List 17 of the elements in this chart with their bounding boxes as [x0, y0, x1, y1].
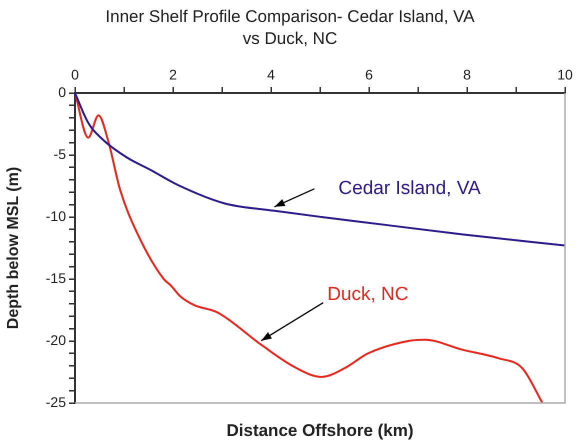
y-tick-label: -5 [54, 146, 66, 162]
x-tick-label: 8 [463, 66, 472, 82]
x-tick-label: 2 [169, 66, 178, 82]
x-tick-label: 10 [557, 66, 573, 82]
chart-title: Inner Shelf Profile Comparison- Cedar Island, VA vs Duck, NC [104, 6, 476, 50]
y-tick-label: 0 [58, 84, 66, 100]
x-tick-label: 4 [267, 66, 276, 82]
y-tick-label: -10 [46, 208, 66, 224]
x-tick-label: 6 [365, 66, 374, 82]
y-axis-title: Depth below MSL (m) [5, 166, 22, 330]
series-label: Cedar Island, VA [338, 178, 481, 200]
series-label: Duck, NC [327, 284, 408, 305]
x-tick-label: 0 [71, 66, 80, 82]
y-tick-label: -15 [46, 270, 66, 286]
y-tick-label: -25 [46, 394, 66, 410]
y-tick-label: -20 [46, 332, 66, 348]
x-axis-title: Distance Offshore (km) [226, 421, 414, 440]
